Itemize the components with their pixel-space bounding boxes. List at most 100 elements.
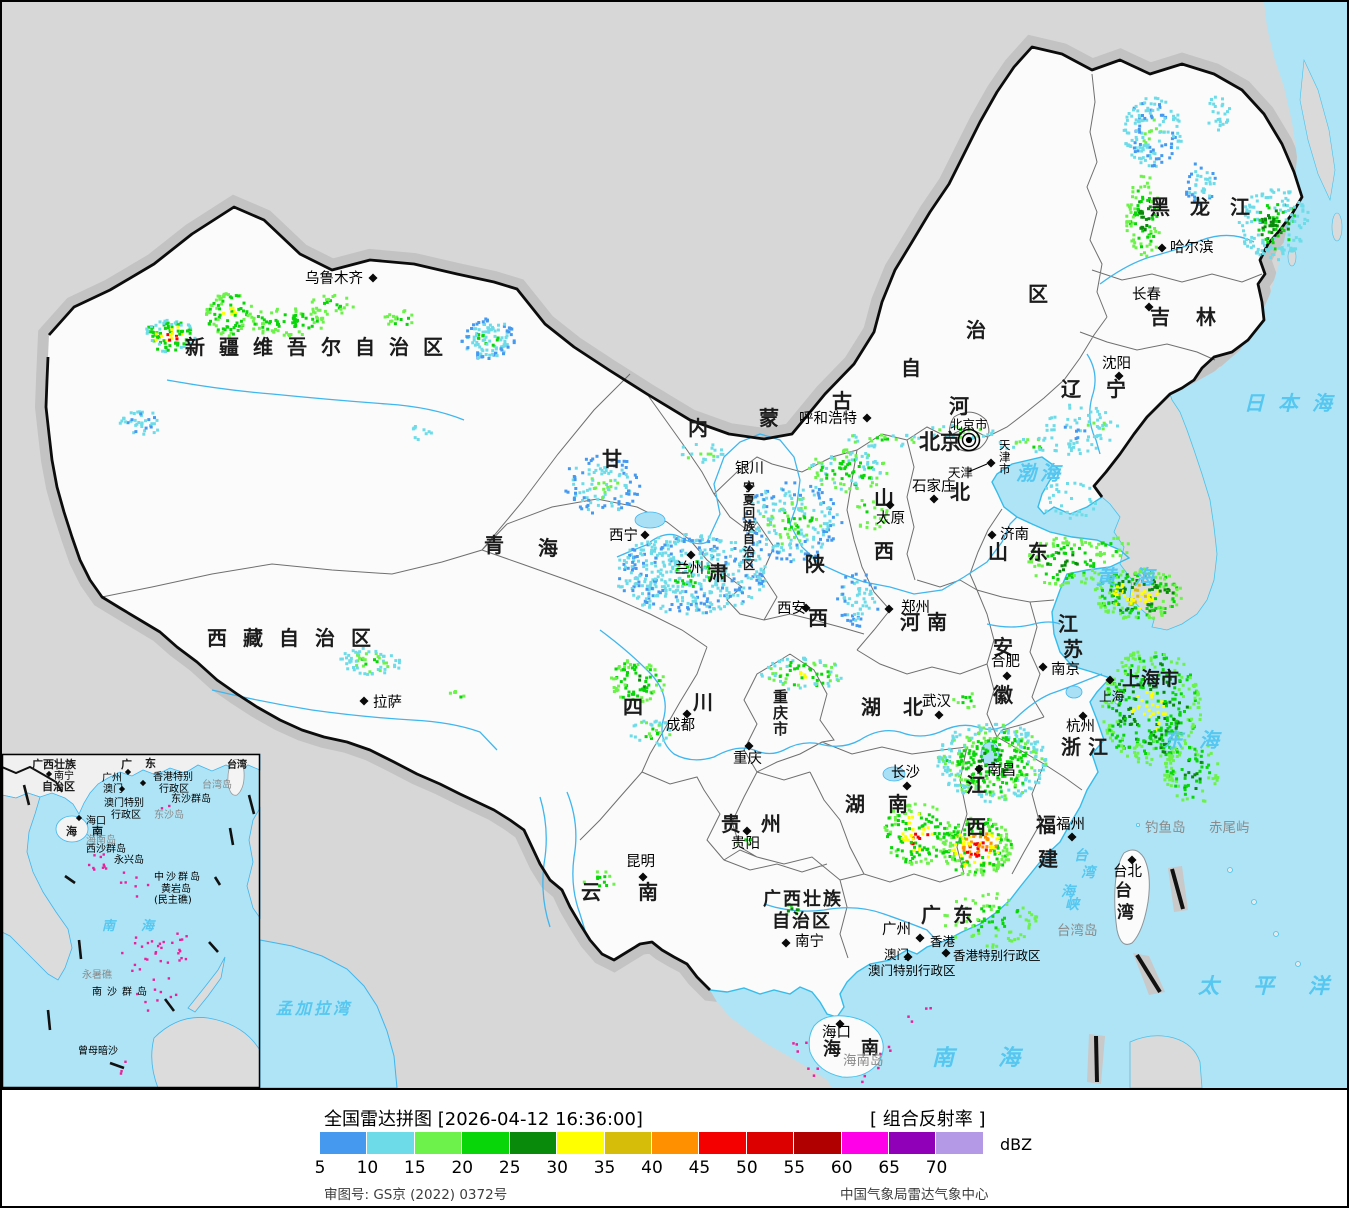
inset-hainan (55, 815, 89, 843)
inset-island-mark (146, 883, 150, 887)
inset-island-mark (102, 863, 106, 866)
province-label: 内 (688, 416, 708, 440)
city-marker (1078, 711, 1088, 721)
legend-tick-60: 60 (830, 1158, 853, 1178)
city-label: 杭州 (1066, 718, 1095, 735)
inset-island-mark (92, 866, 95, 870)
sea-east (710, 2, 1347, 1088)
inset-island-mark (122, 871, 126, 874)
beijing-capital-marker (957, 428, 981, 452)
city-label: 贵阳 (731, 835, 760, 852)
inset-label: 海口 (86, 814, 106, 827)
inset-island-mark (135, 895, 139, 898)
inset-label: 澳门 (103, 782, 123, 795)
city-label: 呼和浩特 (799, 410, 857, 427)
inset-label: 广州 (102, 772, 122, 784)
inset-label: 行政区 (111, 808, 141, 821)
city-marker (1127, 855, 1137, 865)
city-label: 重庆 (733, 750, 762, 767)
inset-island-mark (180, 956, 183, 960)
legend-tick-45: 45 (688, 1158, 711, 1178)
inset-island-mark (124, 881, 127, 884)
inset-label: 南海 (102, 918, 180, 934)
city-label: 乌鲁木齐 (305, 270, 363, 287)
inset-label: 永兴岛 (114, 853, 144, 866)
city-label: 沈阳 (1102, 355, 1131, 372)
inset-island-mark (174, 993, 178, 997)
province-label: 北京 (919, 430, 961, 454)
inset-island-mark (144, 1000, 147, 1004)
inset-dash-line (46, 1009, 52, 1031)
city-marker (1038, 662, 1048, 672)
island-label: 台湾岛 (1057, 922, 1098, 939)
inset-island-mark (168, 804, 171, 808)
province-label: 黑 (1150, 195, 1170, 219)
province-label: 蒙 (759, 406, 779, 430)
city-label: 太原 (876, 510, 905, 527)
china-radar-map: 新疆维吾尔自治区西藏自治区青海甘肃内蒙古自治区宁夏回族自治区陕西山西河北山东河南… (2, 2, 1347, 1088)
province-label: 苏 (1063, 637, 1083, 661)
inset-label: 台湾 (227, 758, 247, 771)
inset-taiwan (227, 759, 245, 796)
province-label: 广 (921, 903, 941, 927)
unit-label: dBZ (1000, 1135, 1033, 1154)
province-label: 宁 (1106, 377, 1126, 401)
legend-swatch-5 (320, 1132, 367, 1154)
province-label: 南 (638, 880, 658, 904)
inset-island-mark (103, 865, 106, 868)
inset-label: 海南岛 (86, 833, 116, 846)
legend-swatch-30 (557, 1132, 604, 1154)
inset-island-mark (119, 881, 123, 884)
legend-swatch-40 (651, 1132, 699, 1154)
city-label: 银川 (735, 460, 764, 477)
inset-dash-line (64, 874, 76, 885)
legend-swatch-55 (794, 1132, 841, 1154)
province-label: 陕 (805, 552, 825, 576)
city-marker (1105, 675, 1115, 685)
inset-national-border (2, 765, 63, 793)
legend-tick-20: 20 (451, 1158, 474, 1178)
sea-label: 太平洋 (1197, 974, 1347, 998)
province-label: 天 (999, 438, 1011, 452)
city-label: 南昌 (987, 762, 1016, 779)
city-label: 兰州 (675, 560, 704, 577)
province-label: 西 (966, 815, 986, 839)
issuing-center: 中国气象局雷达气象中心 (840, 1187, 989, 1203)
sea-label: 东海 (1163, 728, 1235, 752)
inset-label: 自治区 (42, 779, 75, 793)
province-label: 甘 (602, 447, 622, 471)
inset-island-mark (146, 941, 150, 945)
inset-label: 南沙群岛 (92, 985, 152, 998)
city-label: 石家庄 (912, 477, 956, 495)
inset-label: 行政区 (159, 782, 189, 795)
province-label: 天津 (948, 465, 973, 480)
inset-island-mark (102, 853, 105, 856)
inset-dash-line (109, 1061, 125, 1070)
map-approval-number: 审图号: GS京 (2022) 0372号 (324, 1187, 508, 1203)
legend-swatch-35 (604, 1132, 651, 1154)
inset-island-mark (135, 876, 138, 879)
neighbor-lands (1093, 58, 1343, 1088)
province-label: 重 (773, 688, 788, 706)
city-marker (1067, 832, 1077, 842)
inset-island-mark (153, 988, 157, 991)
province-label: 澳门 (884, 947, 909, 962)
province-label: 东 (953, 903, 973, 927)
inset-label: 曾母暗沙 (78, 1044, 118, 1057)
province-label: 广西壮族 (763, 888, 843, 910)
legend-swatch-15 (414, 1132, 462, 1154)
legend-swatch-65 (889, 1132, 936, 1154)
city-label: 武汉 (922, 693, 951, 710)
inset-dash-line (208, 941, 219, 953)
province-label: 河 (949, 394, 969, 418)
inset-island-mark (166, 961, 170, 964)
inset-island-mark (150, 940, 154, 943)
province-label: 庆 (773, 704, 788, 722)
legend-swatch-50 (746, 1132, 794, 1154)
legend-tick-25: 25 (498, 1158, 521, 1178)
inset-island-mark (133, 942, 137, 945)
province-label: 安 (993, 635, 1013, 659)
inset-island-mark (99, 855, 102, 859)
legend-tick-30: 30 (546, 1158, 568, 1178)
